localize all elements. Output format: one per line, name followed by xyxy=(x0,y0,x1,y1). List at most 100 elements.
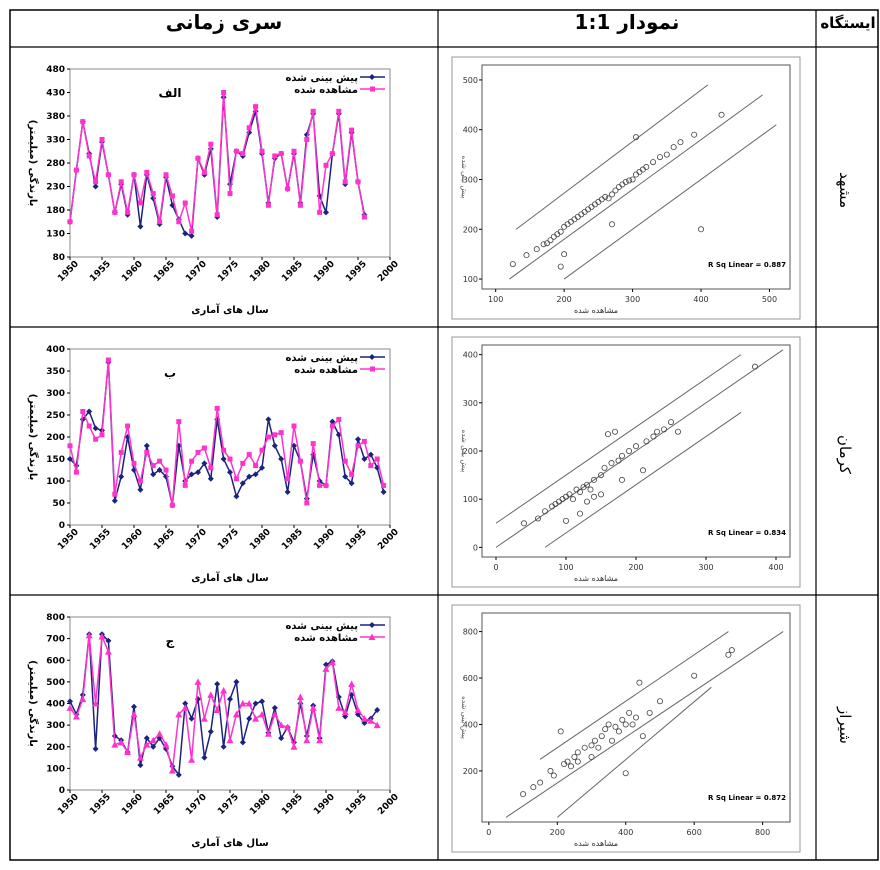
data-point xyxy=(240,151,246,157)
x-tick-label: 1955 xyxy=(88,259,113,284)
y-tick-label: 400 xyxy=(463,720,478,729)
data-point xyxy=(239,480,246,487)
x-tick-label: 1975 xyxy=(216,527,241,552)
data-point xyxy=(125,423,131,429)
data-point xyxy=(227,191,233,197)
legend-label: مشاهده شده xyxy=(294,633,358,644)
data-point xyxy=(79,695,87,703)
scatter-point xyxy=(547,237,554,244)
fit-line xyxy=(495,354,742,524)
data-point xyxy=(323,162,329,168)
data-point xyxy=(194,678,202,685)
data-point xyxy=(157,219,163,225)
data-point xyxy=(278,151,284,157)
data-point xyxy=(291,423,297,429)
data-point xyxy=(105,637,112,644)
data-point xyxy=(227,469,233,476)
x-tick-label: 0 xyxy=(493,563,498,572)
series-line-1 xyxy=(69,359,385,506)
data-point xyxy=(304,500,310,506)
scatter-point xyxy=(668,419,675,426)
legend-marker xyxy=(370,86,375,92)
data-point xyxy=(328,658,336,666)
data-point xyxy=(316,736,324,744)
data-point xyxy=(348,680,356,688)
scatter-point xyxy=(567,763,574,770)
data-point xyxy=(93,179,99,185)
data-point xyxy=(336,416,342,422)
data-point xyxy=(220,743,227,750)
scatter-point xyxy=(533,246,540,253)
data-point xyxy=(156,467,163,473)
data-point xyxy=(112,209,118,215)
scatter-point xyxy=(698,226,705,233)
y-tick-label: 100 xyxy=(463,275,478,284)
y-tick-label: 600 xyxy=(463,674,478,683)
data-point xyxy=(246,473,253,480)
data-point xyxy=(354,706,362,713)
legend-label: پیش بینی شده xyxy=(286,621,359,632)
scatter-point xyxy=(520,791,527,798)
y-tick-label: 300 xyxy=(463,175,478,184)
scatter-point xyxy=(656,698,663,705)
x-tick-label: 1980 xyxy=(248,792,273,817)
y-tick-label: 600 xyxy=(46,656,65,666)
data-point xyxy=(117,738,125,746)
data-point xyxy=(111,741,119,748)
scatter-point xyxy=(535,515,542,522)
data-point xyxy=(317,209,323,215)
scatter-point xyxy=(718,111,725,118)
data-point xyxy=(143,741,151,748)
x-tick-label: 1975 xyxy=(216,259,241,284)
x-tick-label: 1990 xyxy=(312,527,337,552)
data-point xyxy=(150,191,156,197)
data-point xyxy=(175,771,182,778)
scatter-point xyxy=(612,723,619,730)
scatter-point xyxy=(561,251,568,258)
y-tick-label: 80 xyxy=(52,253,65,263)
scatter-point xyxy=(633,443,640,450)
data-point xyxy=(137,486,144,493)
scatter-point xyxy=(581,744,588,751)
data-point xyxy=(169,193,175,199)
scatter-point xyxy=(605,195,612,202)
data-point xyxy=(67,698,73,705)
data-point xyxy=(341,708,349,716)
y-tick-label: 230 xyxy=(46,183,65,193)
scatter-point xyxy=(523,252,530,259)
data-point xyxy=(92,700,100,707)
x-tick-label: 1955 xyxy=(88,792,113,817)
x-tick-label: 100 xyxy=(558,563,573,572)
data-point xyxy=(349,127,355,133)
data-point xyxy=(323,209,329,216)
header-timeseries: سری زمانی xyxy=(165,10,283,34)
data-point xyxy=(195,155,201,161)
scatter-point xyxy=(584,481,591,488)
scatter-point xyxy=(636,679,643,686)
fit-line xyxy=(563,124,777,280)
x-tick-label: 300 xyxy=(698,563,713,572)
y-tick-label: 180 xyxy=(46,206,65,216)
data-point xyxy=(310,441,316,447)
scatter-point xyxy=(626,177,633,184)
data-point xyxy=(188,471,195,478)
data-point xyxy=(150,463,156,469)
y-tick-label: 400 xyxy=(46,345,65,355)
x-tick-label: 300 xyxy=(625,295,640,304)
y-tick-label: 0 xyxy=(473,543,478,552)
station-label-kerman: کرمان xyxy=(836,435,854,475)
data-point xyxy=(310,108,316,114)
data-point xyxy=(240,460,246,466)
data-point xyxy=(169,502,175,508)
data-point xyxy=(278,735,285,742)
y-tick-label: 100 xyxy=(46,764,65,774)
data-point xyxy=(239,739,246,746)
data-point xyxy=(317,482,323,488)
x-tick-label: 2000 xyxy=(376,259,401,284)
y-tick-label: 200 xyxy=(463,447,478,456)
scatter-point xyxy=(557,228,564,235)
data-point xyxy=(182,700,189,707)
data-point xyxy=(104,648,112,655)
